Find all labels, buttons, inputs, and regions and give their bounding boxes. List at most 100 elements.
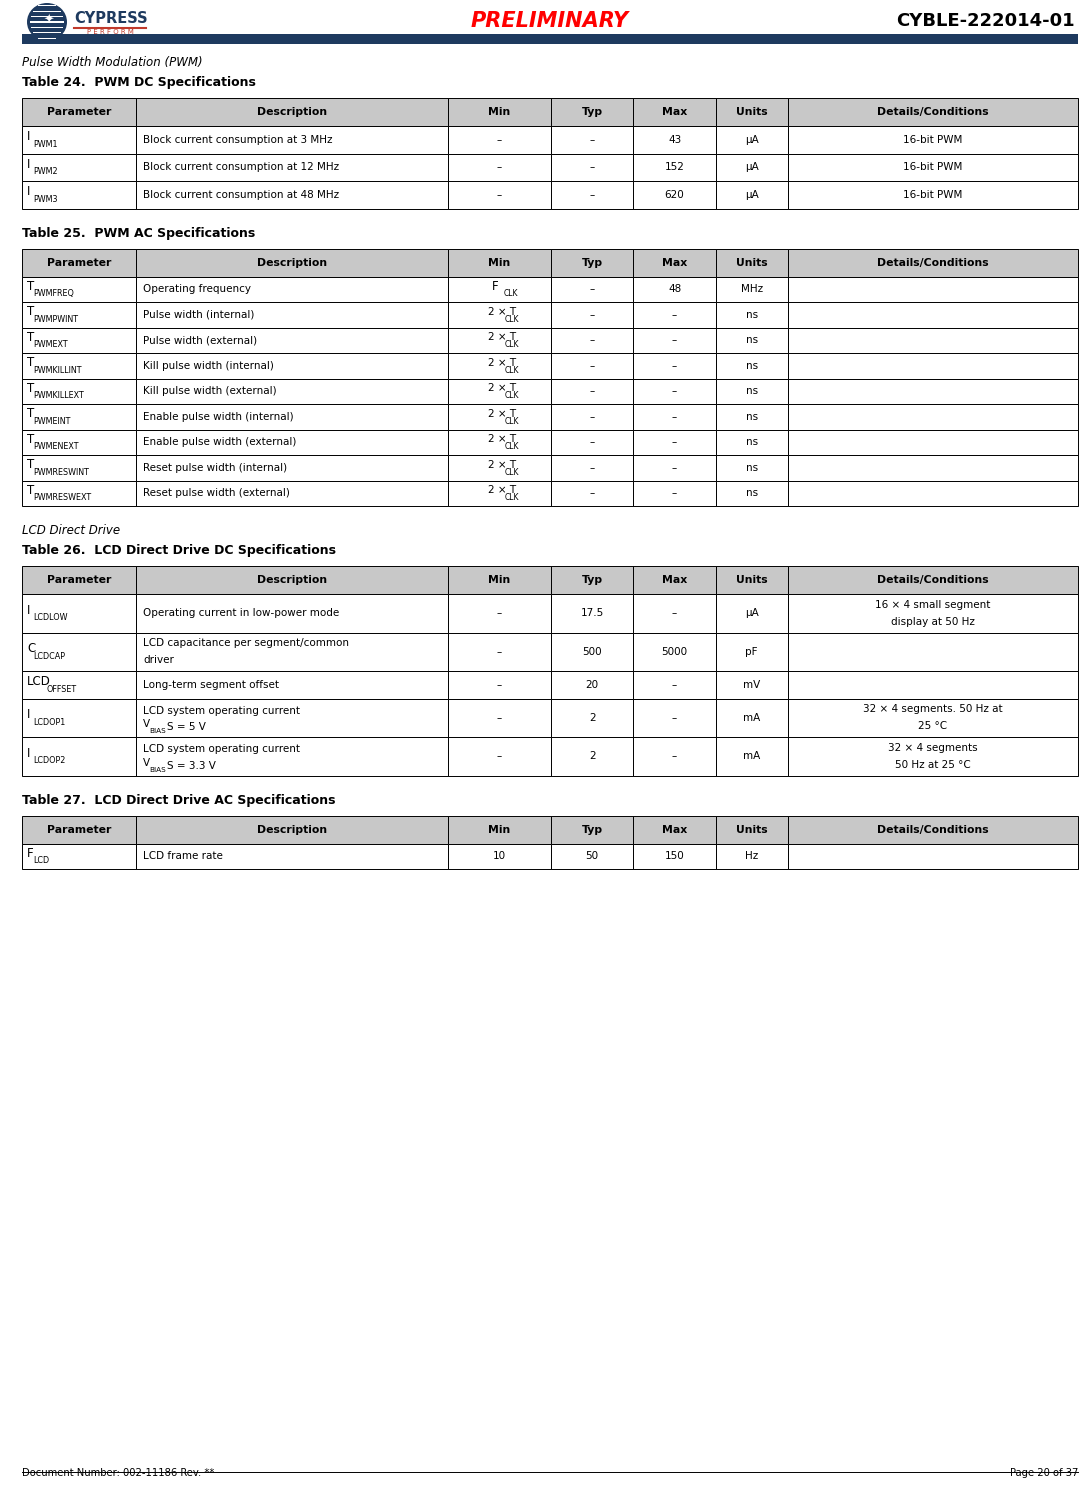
Bar [788, 99, 1078, 126]
Bar [551, 815, 634, 844]
Text: Typ: Typ [582, 824, 603, 835]
Text: LCDCAP: LCDCAP [34, 652, 65, 661]
Bar [788, 672, 1078, 699]
Bar [447, 455, 551, 480]
Bar [136, 633, 447, 672]
Bar [22, 353, 136, 378]
Bar [22, 248, 136, 277]
Bar [788, 738, 1078, 775]
Bar [716, 181, 788, 208]
Text: LCD: LCD [27, 675, 51, 688]
Text: PWM1: PWM1 [34, 139, 58, 148]
Bar [634, 404, 716, 429]
Bar [136, 353, 447, 378]
Text: –: – [496, 162, 502, 172]
Text: ns: ns [745, 488, 758, 498]
Text: Description: Description [256, 108, 327, 117]
Text: PWMFREQ: PWMFREQ [34, 289, 74, 298]
Text: –: – [672, 437, 678, 447]
Text: 2 × T: 2 × T [489, 307, 516, 317]
Text: 5000: 5000 [661, 646, 687, 657]
Text: I: I [27, 157, 31, 171]
Text: –: – [589, 335, 595, 346]
Text: 2 × T: 2 × T [489, 408, 516, 419]
Text: display at 50 Hz: display at 50 Hz [891, 616, 974, 627]
Bar [551, 154, 634, 181]
Bar [788, 633, 1078, 672]
Bar [22, 126, 136, 154]
Bar [551, 353, 634, 378]
Text: PWMKILLINT: PWMKILLINT [34, 365, 82, 375]
Bar [716, 455, 788, 480]
Text: LCD capacitance per segment/common: LCD capacitance per segment/common [143, 639, 349, 648]
Text: LCD frame rate: LCD frame rate [143, 851, 223, 862]
Bar [22, 181, 136, 208]
Bar [788, 302, 1078, 328]
Bar [788, 353, 1078, 378]
Text: LCDOP1: LCDOP1 [34, 718, 65, 727]
Bar [551, 672, 634, 699]
Bar [716, 328, 788, 353]
Text: ns: ns [745, 411, 758, 422]
Bar [447, 277, 551, 302]
Text: –: – [672, 310, 678, 320]
Bar [136, 672, 447, 699]
Text: PWMRESWINT: PWMRESWINT [34, 468, 89, 477]
Text: LCD system operating current: LCD system operating current [143, 706, 300, 715]
Bar [22, 738, 136, 775]
Text: Max: Max [662, 574, 687, 585]
Bar [551, 480, 634, 506]
Text: Long-term segment offset: Long-term segment offset [143, 679, 279, 690]
Bar [136, 594, 447, 633]
Text: P E R F O R M: P E R F O R M [86, 28, 133, 34]
Bar [447, 672, 551, 699]
Text: 10: 10 [493, 851, 506, 862]
Bar [716, 404, 788, 429]
Text: Block current consumption at 12 MHz: Block current consumption at 12 MHz [143, 162, 339, 172]
Bar [447, 815, 551, 844]
Bar [634, 455, 716, 480]
Bar [634, 429, 716, 455]
Bar [551, 126, 634, 154]
Text: –: – [589, 386, 595, 396]
Text: T: T [27, 458, 34, 471]
Text: Reset pulse width (external): Reset pulse width (external) [143, 488, 290, 498]
Text: PWMEINT: PWMEINT [34, 417, 71, 426]
Text: Operating frequency: Operating frequency [143, 284, 251, 295]
Text: Enable pulse width (external): Enable pulse width (external) [143, 437, 297, 447]
Text: CLK: CLK [504, 417, 519, 426]
Bar [136, 277, 447, 302]
Text: OFFSET: OFFSET [47, 685, 76, 694]
Bar [788, 404, 1078, 429]
Bar [136, 455, 447, 480]
Text: CLK: CLK [504, 443, 519, 452]
Bar [716, 277, 788, 302]
Bar [634, 99, 716, 126]
Bar [788, 594, 1078, 633]
Bar [716, 154, 788, 181]
Bar [551, 699, 634, 738]
Bar [634, 815, 716, 844]
Text: Details/Conditions: Details/Conditions [877, 824, 988, 835]
Text: Table 27.  LCD Direct Drive AC Specifications: Table 27. LCD Direct Drive AC Specificat… [22, 793, 336, 806]
Text: 50: 50 [586, 851, 599, 862]
Text: Typ: Typ [582, 257, 603, 268]
Text: Table 26.  LCD Direct Drive DC Specifications: Table 26. LCD Direct Drive DC Specificat… [22, 545, 336, 557]
Text: I: I [27, 604, 31, 616]
Bar [634, 699, 716, 738]
Text: Reset pulse width (internal): Reset pulse width (internal) [143, 462, 287, 473]
Text: –: – [496, 609, 502, 618]
Text: Block current consumption at 48 MHz: Block current consumption at 48 MHz [143, 190, 339, 200]
Text: –: – [672, 361, 678, 371]
Text: –: – [496, 679, 502, 690]
Text: 2 × T: 2 × T [489, 383, 516, 393]
Bar [788, 328, 1078, 353]
Bar [22, 302, 136, 328]
Text: Description: Description [256, 824, 327, 835]
Text: I: I [27, 708, 31, 721]
Text: PWMPWINT: PWMPWINT [34, 314, 79, 323]
Text: CLK: CLK [504, 365, 519, 375]
Bar [447, 154, 551, 181]
Text: –: – [672, 488, 678, 498]
Text: ns: ns [745, 361, 758, 371]
